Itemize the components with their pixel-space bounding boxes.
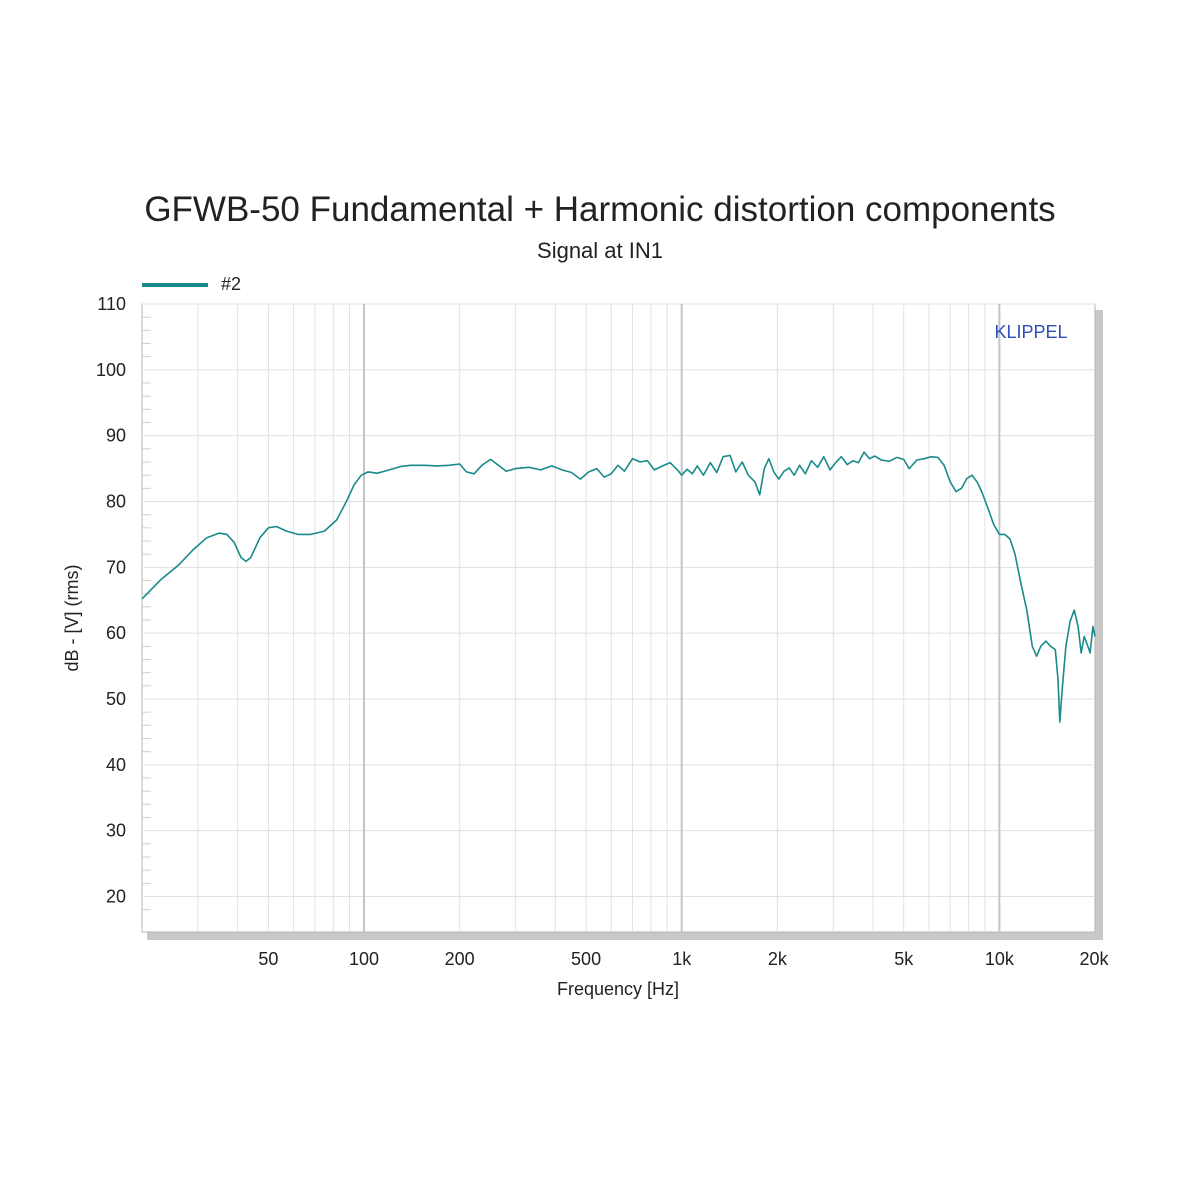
x-tick-label: 5k [894,949,914,969]
minor-grid [142,303,1095,932]
x-tick-labels: 50 100 200 500 1k 2k 5k 10k 20k [258,949,1109,969]
y-tick-label: 30 [106,821,126,841]
x-tick-label: 20k [1079,949,1109,969]
y-minor-ticks [142,316,151,911]
y-tick-label: 110 [97,294,126,314]
x-tick-label: 200 [445,949,475,969]
klippel-watermark: KLIPPEL [994,322,1067,342]
y-tick-label: 90 [106,426,126,446]
series-line-2 [141,451,1096,723]
x-tick-label: 50 [258,949,278,969]
x-axis-label: Frequency [Hz] [557,979,679,999]
y-axis-label: dB - [V] (rms) [62,565,82,672]
y-tick-label: 50 [106,689,126,709]
major-grid [363,304,1001,932]
y-tick-label: 20 [106,887,126,907]
y-tick-label: 40 [106,755,126,775]
x-tick-label: 1k [672,949,692,969]
legend-label: #2 [221,274,241,294]
x-tick-label: 500 [571,949,601,969]
y-tick-label: 60 [106,623,126,643]
chart-title: GFWB-50 Fundamental + Harmonic distortio… [144,190,1056,229]
x-tick-label: 2k [768,949,788,969]
y-tick-labels: 20 30 40 50 60 70 80 90 100 110 [96,294,126,907]
x-tick-label: 10k [985,949,1015,969]
y-tick-label: 70 [106,557,126,577]
chart-subtitle: Signal at IN1 [537,238,663,263]
y-tick-label: 80 [106,492,126,512]
y-tick-label: 100 [96,360,126,380]
plot-background [141,303,1096,933]
x-tick-label: 100 [349,949,379,969]
